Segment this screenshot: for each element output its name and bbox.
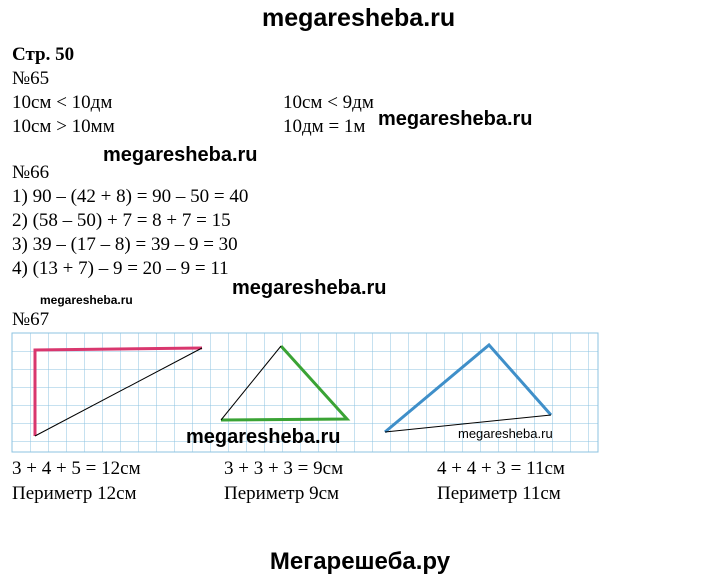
task-line: Периметр 9см bbox=[224, 483, 340, 504]
task-number: №65 bbox=[12, 68, 50, 89]
footer: Мегарешеба.ру bbox=[269, 548, 451, 575]
task-line: 10см < 10дм bbox=[12, 92, 113, 113]
watermark: megaresheba.ru bbox=[103, 144, 258, 166]
page-number: Стр. 50 bbox=[12, 44, 75, 65]
task-line: 4) (13 + 7) – 9 = 20 – 9 = 11 bbox=[12, 258, 229, 279]
task-line: Периметр 12см bbox=[12, 483, 137, 504]
task-line: 10см > 10мм bbox=[12, 116, 115, 137]
task-line: 3) 39 – (17 – 8) = 39 – 9 = 30 bbox=[12, 234, 238, 255]
task-line: Периметр 11см bbox=[437, 483, 561, 504]
watermark: megaresheba.ru bbox=[378, 108, 533, 130]
watermark: megaresheba.ru bbox=[186, 426, 341, 448]
grid bbox=[11, 332, 599, 453]
figure-3 bbox=[384, 342, 553, 434]
task-line: 10дм = 1м bbox=[283, 116, 366, 137]
task-line: 3 + 4 + 5 = 12см bbox=[12, 458, 141, 479]
task-line: 2) (58 – 50) + 7 = 8 + 7 = 15 bbox=[12, 210, 231, 231]
watermark: megaresheba.ru bbox=[40, 293, 133, 307]
watermark: megaresheba.ru bbox=[458, 426, 553, 441]
site-title: megaresheba.ru bbox=[262, 4, 456, 32]
task-line: 1) 90 – (42 + 8) = 90 – 50 = 40 bbox=[12, 186, 249, 207]
task-line: 10см < 9дм bbox=[283, 92, 374, 113]
task-number: №66 bbox=[12, 162, 50, 183]
task-line: 4 + 4 + 3 = 11см bbox=[437, 458, 565, 479]
figure-1 bbox=[33, 346, 203, 437]
task-line: 3 + 3 + 3 = 9см bbox=[224, 458, 344, 479]
task-number: №67 bbox=[12, 309, 50, 330]
figure-2 bbox=[220, 344, 351, 422]
watermark: megaresheba.ru bbox=[232, 277, 387, 299]
